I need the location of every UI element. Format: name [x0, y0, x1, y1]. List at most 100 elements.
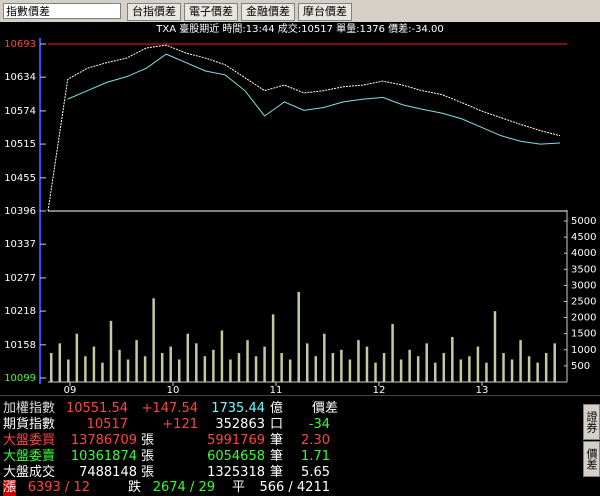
volume-bar: [502, 353, 505, 382]
y-tick-label: 10396: [4, 206, 36, 217]
y-tick-label: 10158: [4, 340, 36, 351]
y2-tick-label: 3500: [571, 264, 596, 275]
y2-tick-label: 5000: [571, 216, 596, 227]
label: 大盤成交: [3, 465, 56, 480]
y2-tick-label: 4000: [571, 248, 596, 259]
value: +147.54: [141, 401, 198, 416]
volume-bar: [67, 359, 70, 382]
volume-bar: [416, 356, 420, 382]
volume-bar: [50, 353, 53, 382]
volume-bar: [220, 330, 224, 382]
chart-title: TXA 臺股期近 時間:13:44 成交:10517 單量:1376 價差:-3…: [155, 22, 444, 35]
x-tick-label: 13: [476, 385, 489, 396]
volume-bar: [186, 333, 190, 382]
volume-bar: [306, 343, 309, 382]
y-tick-label: 10455: [4, 173, 36, 184]
unit: 張: [141, 449, 155, 464]
value: 6393 / 12: [27, 480, 90, 495]
volume-bar: [237, 353, 241, 382]
y2-tick-label: 1000: [571, 345, 596, 356]
tab[interactable]: 價差: [583, 441, 600, 477]
value: +121: [162, 417, 198, 432]
volume-bar: [203, 356, 207, 382]
dropdown[interactable]: 指數價差: [3, 3, 121, 19]
volume-bar: [399, 359, 403, 382]
value: 10517: [86, 417, 128, 432]
value: 1.71: [301, 449, 330, 464]
volume-bar: [254, 356, 258, 382]
volume-bar: [365, 346, 369, 382]
label: 平: [232, 480, 246, 495]
volume-bar: [135, 340, 138, 382]
y-tick-label: 10634: [4, 72, 36, 83]
volume-bar: [152, 298, 155, 382]
volume-bar: [84, 356, 87, 382]
price-line: [47, 44, 561, 212]
button[interactable]: 電子價差: [184, 3, 238, 21]
unit: 億: [270, 401, 284, 416]
volume-bar: [323, 333, 326, 382]
volume-bar: [476, 346, 480, 382]
y-tick-label: 10337: [4, 239, 36, 250]
y2-tick-label: 4500: [571, 232, 596, 243]
volume-bar: [195, 343, 198, 382]
y-tick-label: 10515: [4, 139, 36, 150]
volume-bar: [510, 359, 514, 382]
volume-bar: [544, 353, 548, 382]
unit: 口: [270, 417, 284, 432]
volume-bar: [536, 362, 539, 382]
button[interactable]: 摩台價差: [298, 3, 352, 21]
volume-bar: [434, 362, 437, 382]
value: 10551.54: [65, 401, 128, 416]
y2-tick-label: 3000: [571, 280, 596, 291]
volume-bar: [391, 324, 394, 382]
volume-bar: [451, 336, 454, 382]
value: 6054658: [207, 449, 265, 464]
unit: 筆: [270, 433, 284, 448]
toolbar: 指數價差 台指價差 電子價差 金融價差 摩台價差: [0, 0, 600, 22]
value: 5.65: [301, 465, 330, 480]
y2-tick-label: 1500: [571, 329, 596, 340]
y-tick-label: 10574: [4, 106, 36, 117]
value: 352863: [215, 417, 265, 432]
volume-bar: [109, 320, 113, 382]
x-tick-label: 11: [270, 385, 283, 396]
y-tick-label: 10218: [4, 306, 36, 317]
value: 1735.44: [211, 401, 265, 416]
value: 2.30: [301, 433, 330, 448]
volume-bar: [314, 356, 318, 382]
volume-bar: [288, 359, 292, 382]
chart: TXA 臺股期近 時間:13:44 成交:10517 單量:1376 價差:-3…: [0, 22, 600, 396]
label: 跌: [128, 480, 142, 495]
volume-bar: [468, 356, 471, 382]
unit: 張: [141, 433, 155, 448]
y2-tick-label: 500: [571, 361, 590, 372]
volume-bar: [126, 359, 130, 382]
button[interactable]: 金融價差: [241, 3, 295, 21]
x-tick-label: 10: [167, 385, 180, 396]
volume-bar: [485, 362, 488, 382]
price-line: [67, 53, 561, 145]
tab[interactable]: 證券: [583, 404, 600, 440]
volume-bar: [297, 291, 300, 382]
volume-bar: [58, 343, 62, 382]
label: 漲: [3, 480, 17, 496]
volume-bar: [374, 362, 377, 382]
label: 價差: [312, 401, 339, 416]
volume-bar: [271, 314, 275, 382]
unit: 張: [141, 465, 155, 480]
x-tick-label: 09: [64, 385, 77, 396]
volume-bar: [459, 359, 463, 382]
y2-tick-label: 2000: [571, 313, 596, 324]
value: 1325318: [207, 465, 265, 480]
value: 5991769: [207, 433, 265, 448]
value: -34: [308, 417, 330, 432]
label: 期貨指數: [3, 417, 56, 432]
volume-bar: [493, 311, 497, 382]
volume-bar: [519, 340, 522, 382]
volume-bar: [357, 340, 360, 382]
volume-bar: [425, 343, 428, 382]
value: 7488148: [79, 465, 137, 480]
button[interactable]: 台指價差: [127, 3, 181, 21]
